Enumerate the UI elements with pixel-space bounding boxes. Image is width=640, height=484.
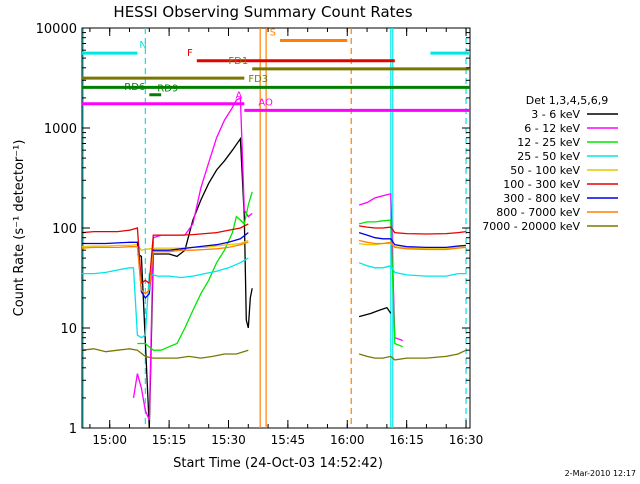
legend-entry-label: 7000 - 20000 keV bbox=[482, 220, 580, 233]
interval-label: FD3 bbox=[248, 74, 268, 85]
legend-entry-label: 25 - 50 keV bbox=[517, 150, 580, 163]
interval-label: N bbox=[139, 40, 146, 51]
y-tick-label: 100 bbox=[52, 222, 77, 237]
series-line bbox=[132, 96, 253, 421]
interval-label: FD1 bbox=[228, 56, 248, 67]
x-axis-label: Start Time (24-Oct-03 14:52:42) bbox=[173, 456, 383, 471]
series-line bbox=[137, 136, 253, 429]
legend-entry-label: 3 - 6 keV bbox=[531, 108, 580, 121]
legend-entry-label: 12 - 25 keV bbox=[517, 136, 580, 149]
legend-entry-label: 6 - 12 keV bbox=[524, 122, 580, 135]
x-tick-label: 16:30 bbox=[449, 433, 484, 447]
series-line bbox=[137, 191, 253, 351]
series-line bbox=[82, 232, 249, 299]
series-line bbox=[358, 262, 466, 277]
interval-label: AO bbox=[258, 97, 273, 108]
x-tick-label: 15:00 bbox=[92, 433, 127, 447]
x-tick-label: 15:15 bbox=[152, 433, 187, 447]
series-line bbox=[358, 231, 467, 249]
series-line bbox=[81, 348, 249, 359]
legend-entry-label: 50 - 100 keV bbox=[510, 164, 580, 177]
legend-title: Det 1,3,4,5,6,9 bbox=[526, 94, 609, 107]
legend-entry-label: 300 - 800 keV bbox=[503, 192, 580, 205]
chart-title: HESSI Observing Summary Count Rates bbox=[113, 3, 412, 21]
x-tick-label: 15:45 bbox=[271, 433, 306, 447]
series-line bbox=[81, 223, 249, 285]
interval-label: S bbox=[270, 27, 276, 38]
legend-entry-label: 800 - 7000 keV bbox=[496, 206, 580, 219]
y-axis-label: Count Rate (s⁻¹ detector⁻¹) bbox=[12, 140, 27, 317]
series-line bbox=[82, 257, 249, 339]
interval-label: RD9 bbox=[157, 83, 178, 94]
interval-layer: NSFFD1FD3RD6RD9AAO bbox=[82, 27, 470, 112]
x-tick-label: 16:00 bbox=[330, 433, 365, 447]
footer-date: 2-Mar-2010 12:17 bbox=[565, 469, 636, 478]
series-line bbox=[358, 239, 467, 251]
y-tick-label: 1 bbox=[69, 422, 77, 437]
series-line bbox=[359, 225, 467, 235]
series-line bbox=[358, 306, 392, 318]
tick-layer: 15:00 15:15 15:30 15:45 16:00 16:15 16:30 1 10 10… bbox=[36, 22, 484, 447]
series-line bbox=[358, 349, 467, 361]
series-layer bbox=[81, 96, 467, 429]
series-line bbox=[358, 219, 403, 348]
y-tick-label: 10000 bbox=[36, 22, 77, 37]
x-tick-label: 16:15 bbox=[389, 433, 424, 447]
legend-entry-label: 100 - 300 keV bbox=[503, 178, 580, 191]
series-line bbox=[359, 242, 467, 250]
y-tick-label: 1000 bbox=[44, 122, 77, 137]
x-tick-label: 15:30 bbox=[211, 433, 246, 447]
series-line bbox=[81, 239, 249, 251]
interval-label: F bbox=[187, 48, 193, 59]
y-tick-label: 10 bbox=[60, 322, 77, 337]
interval-label: A bbox=[235, 91, 242, 102]
series-line bbox=[81, 241, 249, 295]
